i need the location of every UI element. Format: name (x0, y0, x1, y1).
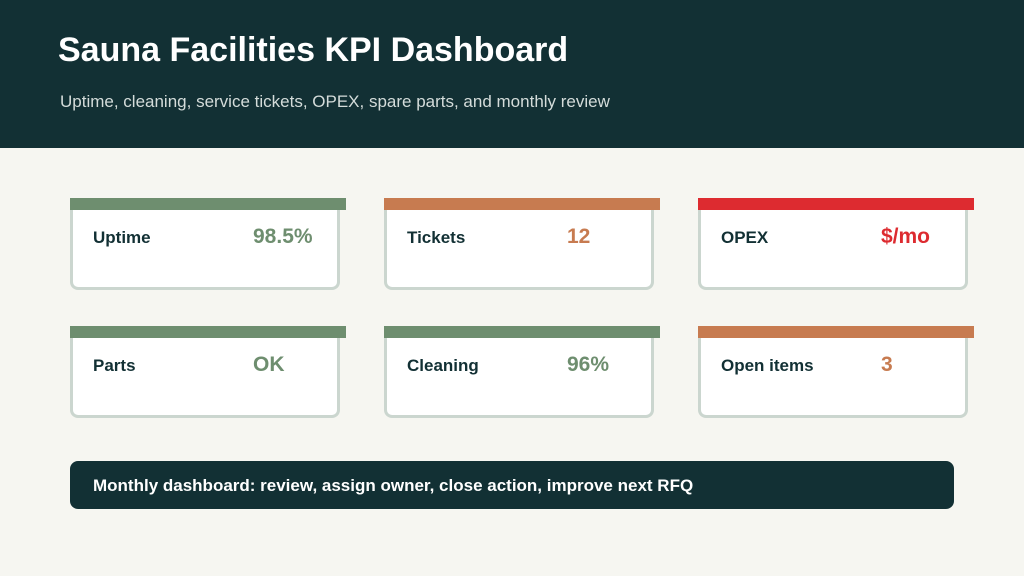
kpi-card-cleaning: Cleaning 96% (384, 326, 660, 418)
footer-banner: Monthly dashboard: review, assign owner,… (70, 461, 954, 509)
kpi-status-bar (698, 198, 974, 210)
kpi-value: $/mo (881, 225, 931, 248)
kpi-label: Cleaning (407, 356, 479, 375)
kpi-status-bar (384, 326, 660, 338)
kpi-card-opex: OPEX $/mo (698, 198, 974, 290)
kpi-label: Tickets (407, 228, 466, 247)
header-banner: Sauna Facilities KPI Dashboard Uptime, c… (0, 0, 1024, 148)
kpi-value: 96% (567, 353, 610, 376)
kpi-card-tickets: Tickets 12 (384, 198, 660, 290)
kpi-label: Parts (93, 356, 136, 375)
page-subtitle: Uptime, cleaning, service tickets, OPEX,… (60, 92, 610, 111)
kpi-status-bar (384, 198, 660, 210)
page-title: Sauna Facilities KPI Dashboard (58, 31, 569, 69)
kpi-value: OK (253, 353, 285, 376)
kpi-status-bar (70, 198, 346, 210)
kpi-card-uptime: Uptime 98.5% (70, 198, 346, 290)
kpi-label: Uptime (93, 228, 151, 247)
footer-text: Monthly dashboard: review, assign owner,… (93, 476, 694, 495)
kpi-value: 3 (881, 353, 893, 376)
kpi-label: Open items (721, 356, 814, 375)
kpi-status-bar (70, 326, 346, 338)
kpi-card-parts: Parts OK (70, 326, 346, 418)
kpi-status-bar (698, 326, 974, 338)
kpi-card-open-items: Open items 3 (698, 326, 974, 418)
kpi-value: 98.5% (253, 225, 313, 248)
kpi-value: 12 (567, 225, 591, 248)
kpi-label: OPEX (721, 228, 769, 247)
